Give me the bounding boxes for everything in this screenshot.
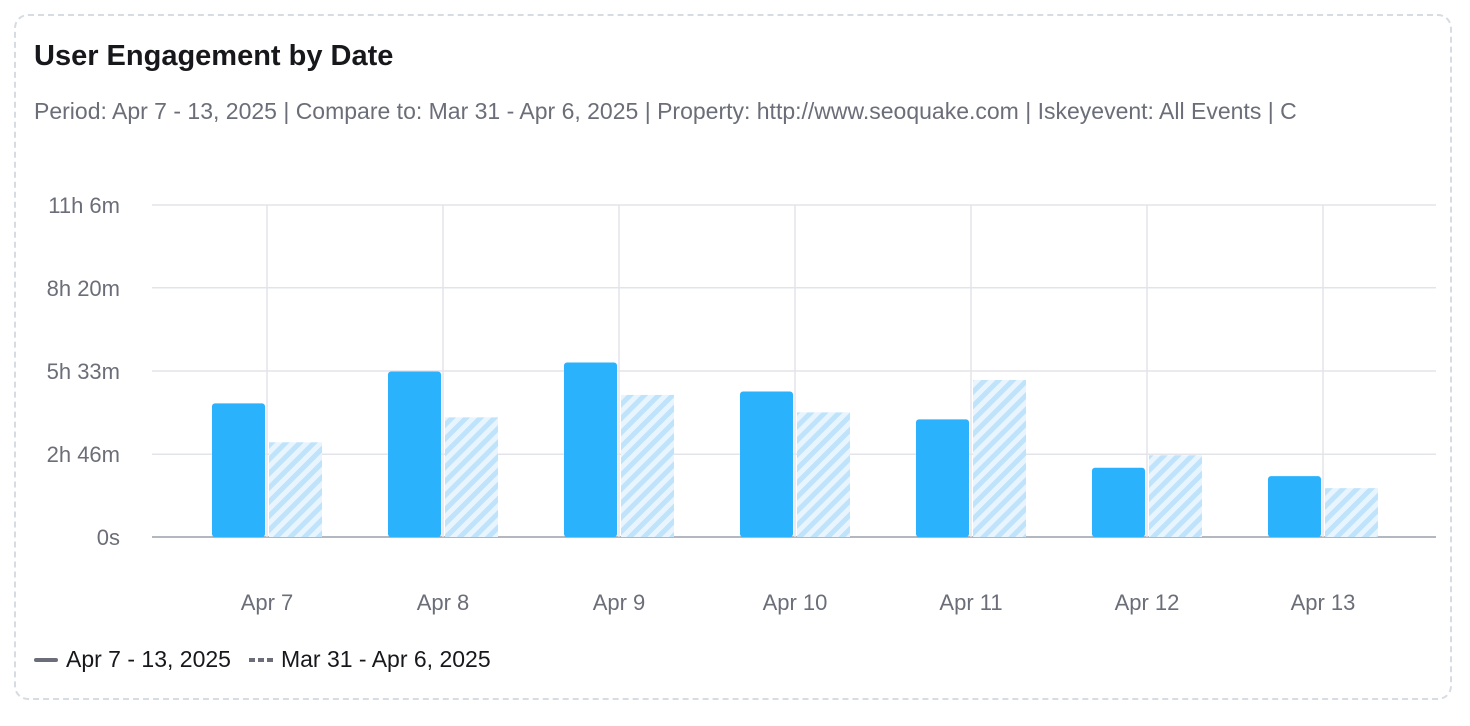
x-tick-label: Apr 9: [593, 590, 646, 615]
x-tick-label: Apr 10: [763, 590, 828, 615]
chart-card: User Engagement by Date Period: Apr 7 - …: [14, 14, 1452, 700]
bar-current: [388, 371, 441, 537]
bar-previous: [797, 412, 850, 537]
solid-line-icon: [34, 657, 58, 662]
legend-label-previous: Mar 31 - Apr 6, 2025: [280, 646, 491, 672]
y-tick-label: 8h 20m: [47, 276, 120, 301]
chart-title: User Engagement by Date: [34, 40, 394, 72]
bar-current: [564, 362, 617, 537]
y-tick-label: 2h 46m: [47, 442, 120, 467]
legend-item-previous[interactable]: Mar 31 - Apr 6, 2025: [248, 646, 491, 673]
x-tick-label: Apr 11: [939, 590, 1002, 615]
bar-current: [1092, 467, 1145, 537]
x-tick-label: Apr 7: [241, 590, 294, 615]
legend-item-current[interactable]: Apr 7 - 13, 2025: [34, 646, 231, 673]
bar-previous: [973, 379, 1026, 537]
bar-previous: [445, 417, 498, 537]
legend-label-current: Apr 7 - 13, 2025: [66, 646, 231, 672]
y-tick-label: 0s: [97, 525, 120, 550]
bars: [212, 362, 1378, 537]
bar-chart: 0s 2h 46m 5h 33m 8h 20m 11h 6m Apr 7 Apr 8 Apr …: [47, 193, 1436, 615]
chart-subtitle: Period: Apr 7 - 13, 2025 | Compare to: M…: [34, 98, 1297, 124]
bar-previous: [1149, 455, 1202, 537]
bar-previous: [1325, 488, 1378, 537]
bar-current: [212, 403, 265, 537]
x-tick-label: Apr 12: [1115, 590, 1180, 615]
bar-current: [916, 419, 969, 537]
bar-previous: [621, 394, 674, 537]
bar-previous: [269, 442, 322, 537]
y-tick-label: 11h 6m: [48, 193, 120, 218]
axis-labels: 0s 2h 46m 5h 33m 8h 20m 11h 6m Apr 7 Apr 8 Apr …: [47, 193, 1356, 615]
y-tick-label: 5h 33m: [47, 359, 120, 384]
legend: Apr 7 - 13, 2025 Mar 31 - Apr 6, 2025: [34, 646, 509, 673]
x-tick-label: Apr 13: [1291, 590, 1356, 615]
bar-current: [1268, 476, 1321, 537]
bar-current: [740, 391, 793, 537]
x-tick-label: Apr 8: [417, 590, 470, 615]
grid: [152, 204, 1436, 538]
dashed-line-icon: [248, 657, 273, 662]
